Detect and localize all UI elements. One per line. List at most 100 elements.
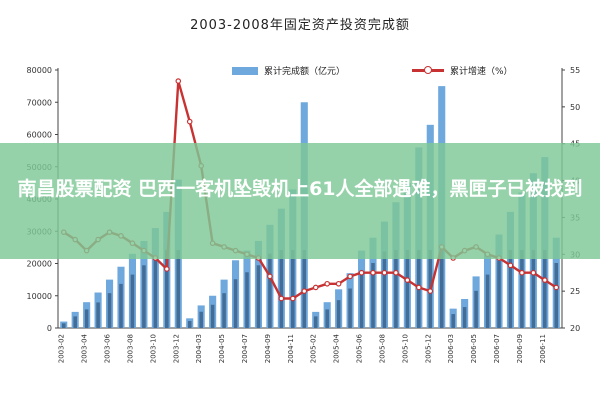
bar-shadow: [359, 272, 364, 328]
bar-shadow: [233, 279, 238, 328]
line-point: [164, 266, 170, 272]
bar-shadow: [119, 283, 123, 328]
bar-shadow: [485, 274, 490, 328]
line-point: [267, 273, 273, 280]
legend-bar-label: 累计完成额（亿元）: [264, 67, 346, 77]
x-tick-label: 2004-03: [195, 334, 203, 363]
line-point: [530, 269, 537, 276]
bar-shadow: [405, 249, 410, 328]
bar-shadow: [439, 249, 444, 328]
line-point: [416, 284, 422, 291]
bar-shadow: [107, 293, 112, 328]
bar-shadow: [279, 249, 284, 328]
bar-shadow: [531, 249, 536, 328]
bar-shadow: [142, 265, 146, 328]
line-point: [301, 288, 308, 294]
x-tick-label: 2005-04: [333, 333, 341, 363]
line-point: [347, 273, 353, 280]
x-tick-label: 2003-06: [104, 333, 112, 363]
right-tick-label: 50: [570, 103, 580, 112]
bar-shadow: [497, 260, 501, 328]
bar-shadow: [96, 302, 100, 328]
right-tick-label: 20: [570, 324, 580, 333]
line-point: [335, 280, 342, 287]
bar-shadow: [268, 253, 272, 328]
bar-shadow: [199, 311, 203, 328]
bar-shadow: [130, 274, 135, 328]
left-tick-label: 10000: [27, 292, 52, 301]
left-tick-label: 0: [47, 324, 52, 333]
line-point: [324, 280, 330, 287]
line-point: [427, 288, 434, 294]
line-point: [290, 295, 296, 302]
bar-shadow: [462, 307, 467, 328]
bar-shadow: [61, 323, 66, 328]
left-tick-label: 60000: [27, 131, 52, 140]
bar-shadow: [176, 249, 181, 328]
bar-shadow: [520, 249, 524, 328]
x-tick-label: 2003-02: [58, 334, 66, 363]
bar-shadow: [371, 262, 375, 328]
bar-shadow: [165, 249, 169, 328]
bar-shadow: [382, 251, 387, 328]
legend-line-entry: 累计增速（%）: [412, 64, 513, 77]
x-tick-label: 2005-10: [401, 334, 409, 363]
x-tick-label: 2005-02: [310, 334, 318, 363]
bar-shadow: [554, 262, 559, 328]
bar-shadow: [394, 249, 398, 328]
line-point: [381, 269, 388, 276]
bar-shadow: [313, 316, 318, 328]
x-tick-label: 2006-05: [470, 334, 478, 363]
line-point: [519, 269, 525, 276]
x-tick-label: 2005-08: [378, 334, 386, 363]
x-tick-label: 2006-07: [493, 334, 501, 363]
bar-shadow: [84, 309, 89, 328]
bar-shadow: [474, 290, 478, 328]
bar-shadow: [508, 249, 513, 328]
x-tick-label: 2003-08: [126, 334, 134, 363]
line-point: [278, 295, 285, 302]
line-point: [186, 118, 193, 125]
x-tick-label: 2005-06: [356, 333, 364, 363]
right-tick-label: 25: [570, 287, 580, 296]
bar-shadow: [187, 321, 192, 328]
x-tick-label: 2004-11: [287, 334, 295, 363]
chart-title: 2003-2008年固定资产投资完成额: [190, 18, 410, 33]
x-tick-label: 2004-05: [218, 334, 226, 363]
x-tick-label: 2003-04: [81, 333, 89, 363]
line-point: [393, 269, 399, 276]
line-point: [507, 262, 514, 269]
bar-shadow: [325, 309, 329, 328]
bar-shadow: [73, 316, 77, 328]
legend-line-swatch: [412, 66, 444, 74]
left-tick-label: 20000: [27, 260, 52, 269]
x-tick-label: 2005-12: [424, 334, 432, 363]
left-tick-label: 80000: [27, 66, 52, 75]
overlay-banner: [0, 143, 600, 259]
line-point: [553, 284, 560, 291]
bar-shadow: [291, 249, 295, 328]
bar-shadow: [222, 293, 226, 328]
line-point: [370, 269, 376, 276]
overlay-headline[interactable]: 南昌股票配资 巴西一客机坠毁机上61人全部遇难，黑匣子已被找到: [17, 178, 583, 200]
bar-shadow: [348, 288, 352, 328]
x-tick-label: 2006-03: [447, 334, 455, 363]
line-point: [404, 277, 411, 283]
x-tick-label: 2006-11: [539, 334, 547, 363]
bar-shadow: [256, 265, 261, 328]
right-tick-label: 55: [570, 66, 580, 75]
line-point: [175, 78, 182, 84]
bar-shadow: [153, 256, 158, 328]
line-point: [312, 284, 319, 291]
left-tick-label: 70000: [27, 98, 52, 107]
x-tick-label: 2006-09: [516, 334, 524, 363]
bar-shadow: [543, 249, 547, 328]
bar-shadow: [336, 300, 341, 328]
bar-shadow: [245, 272, 249, 328]
x-tick-label: 2004-09: [264, 334, 272, 363]
legend-line-label: 累计增速（%）: [450, 67, 513, 77]
legend-bar-entry: 累计完成额（亿元）: [232, 64, 345, 77]
line-point: [358, 269, 365, 276]
legend-bar-swatch: [232, 66, 258, 75]
